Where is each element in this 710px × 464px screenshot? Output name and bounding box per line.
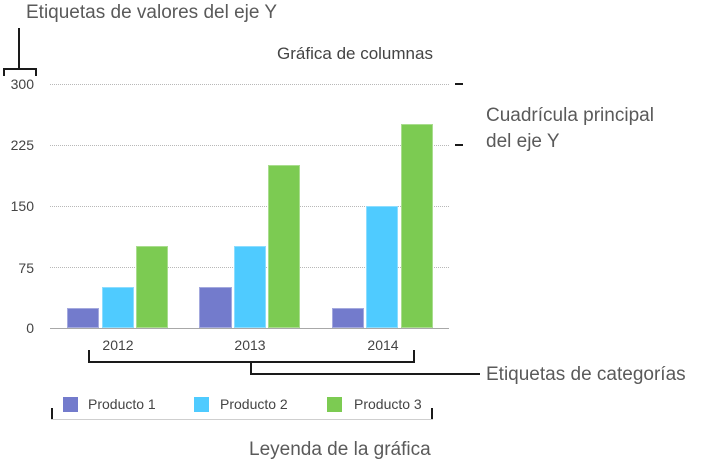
bracket-y-labels-bar: [3, 68, 37, 70]
bracket-categories-tick-left: [88, 350, 90, 363]
bar-producto3-2013: [268, 165, 300, 328]
bar-producto2-2012: [102, 287, 134, 328]
bar-producto2-2013: [234, 246, 266, 328]
y-tick-label: 150: [10, 198, 34, 214]
bracket-legend-bar: [51, 419, 433, 420]
x-category-label: 2014: [367, 337, 399, 353]
legend-label-producto1: Producto 1: [88, 396, 156, 412]
bar-producto1-2012: [67, 308, 99, 328]
callout-tick-gridline-300: [455, 83, 463, 85]
legend-swatch-producto1: [63, 397, 78, 412]
bracket-categories-leader: [250, 373, 480, 375]
chart-title: Gráfica de columnas: [277, 44, 433, 63]
bar-producto1-2013: [199, 287, 232, 328]
bracket-y-labels-stem: [18, 28, 20, 70]
y-tick-label: 300: [10, 76, 34, 92]
gridline-225: [50, 145, 449, 146]
bar-producto1-2014: [332, 308, 364, 328]
callout-tick-gridline-225: [455, 144, 463, 146]
y-tick-label: 225: [10, 137, 34, 153]
bracket-y-labels-tick-right: [35, 68, 37, 76]
callout-gridlines-line2: del eje Y: [486, 131, 560, 152]
callout-categories: Etiquetas de categorías: [486, 364, 686, 385]
y-tick-label: 0: [26, 320, 34, 336]
gridline-150: [50, 206, 449, 207]
x-axis-line: [50, 328, 449, 329]
bar-producto3-2012: [136, 246, 168, 328]
x-category-label: 2013: [234, 337, 266, 353]
bar-producto2-2014: [366, 206, 398, 328]
gridline-300: [50, 84, 449, 85]
bracket-legend-tick-right: [431, 408, 433, 420]
bracket-legend-tick-left: [51, 408, 53, 420]
x-category-label: 2012: [102, 337, 134, 353]
legend-label-producto2: Producto 2: [220, 396, 288, 412]
legend-swatch-producto3: [327, 397, 342, 412]
bracket-categories-stem: [250, 361, 252, 375]
bracket-categories-tick-right: [413, 350, 415, 363]
legend-label-producto3: Producto 3: [354, 396, 422, 412]
y-tick-label: 75: [18, 260, 34, 276]
callout-y-labels: Etiquetas de valores del eje Y: [26, 2, 278, 23]
legend-swatch-producto2: [194, 397, 209, 412]
callout-gridlines-line1: Cuadrícula principal: [486, 105, 654, 126]
callout-legend: Leyenda de la gráfica: [249, 439, 431, 460]
bracket-y-labels-tick-left: [3, 68, 5, 76]
bar-producto3-2014: [401, 124, 433, 328]
